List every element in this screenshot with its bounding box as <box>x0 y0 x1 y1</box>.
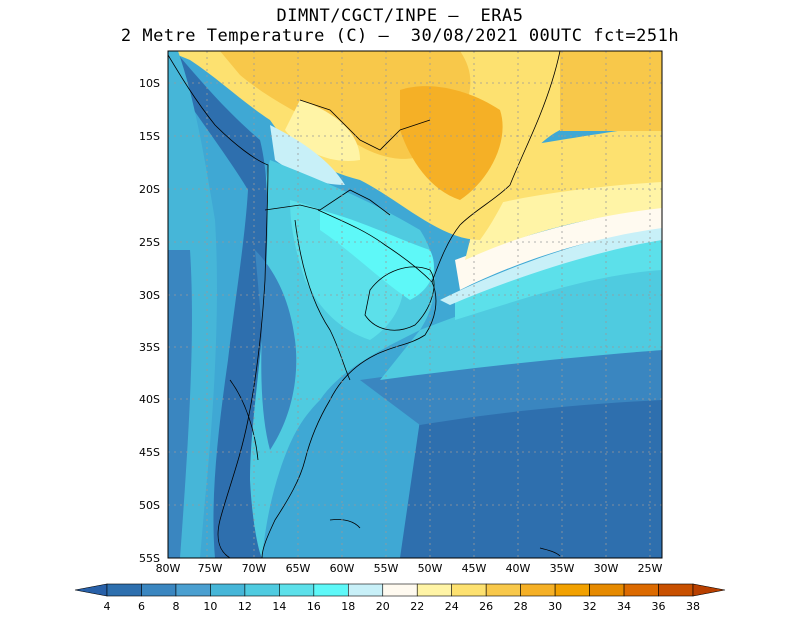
lon-label: 25W <box>638 562 663 575</box>
colorbar-swatch <box>554 583 590 597</box>
lon-label: 75W <box>198 562 223 575</box>
colorbar-tick-label: 28 <box>514 600 528 613</box>
colorbar: 4 6 8 10 12 14 16 18 20 22 24 26 28 30 32 34 36 38 <box>74 583 726 613</box>
graticule <box>168 51 662 558</box>
colorbar-tick-label: 16 <box>307 600 321 613</box>
colorbar-tick-label: 6 <box>138 600 145 613</box>
colorbar-swatch <box>210 583 246 597</box>
map-frame <box>167 50 663 559</box>
lat-label: 50S <box>139 499 160 512</box>
colorbar-tick-label: 22 <box>410 600 424 613</box>
colorbar-tick-label: 10 <box>203 600 217 613</box>
map-title-line2: 2 Metre Temperature (C) – 30/08/2021 00U… <box>120 26 680 46</box>
colorbar-swatch <box>347 583 384 597</box>
colorbar-swatch <box>313 583 349 597</box>
lat-label: 45S <box>139 446 160 459</box>
lon-label: 65W <box>286 562 311 575</box>
colorbar-swatch <box>658 583 694 597</box>
colorbar-tick-label: 30 <box>548 600 562 613</box>
lon-label: 60W <box>330 562 355 575</box>
lat-label: 15S <box>139 130 160 143</box>
colorbar-tick-label: 18 <box>341 600 355 613</box>
colorbar-swatch <box>416 583 453 597</box>
colorbar-tick-label: 14 <box>272 600 286 613</box>
lon-label: 70W <box>242 562 267 575</box>
colorbar-swatch <box>382 583 418 597</box>
colorbar-tick-label: 32 <box>583 600 597 613</box>
colorbar-swatch <box>520 583 556 597</box>
colorbar-swatch <box>244 583 280 597</box>
colorbar-swatch <box>106 583 142 597</box>
lat-label: 30S <box>139 289 160 302</box>
colorbar-low-arrow <box>74 583 108 597</box>
temperature-field <box>168 51 662 558</box>
colorbar-tick-label: 4 <box>104 600 111 613</box>
lon-label: 45W <box>462 562 487 575</box>
colorbar-tick-label: 36 <box>652 600 666 613</box>
colorbar-swatch <box>279 583 315 597</box>
colorbar-swatch <box>141 583 177 597</box>
lon-label: 80W <box>156 562 181 575</box>
latitude-labels: 10S 15S 20S 25S 30S 35S 40S 45S 50S 55S <box>139 77 160 565</box>
lon-label: 55W <box>374 562 399 575</box>
longitude-labels: 80W 75W 70W 65W 60W 55W 50W 45W 40W 35W … <box>156 562 663 575</box>
lon-label: 35W <box>550 562 575 575</box>
colorbar-swatch <box>175 583 211 597</box>
colorbar-tick-label: 24 <box>445 600 459 613</box>
lat-label: 40S <box>139 393 160 406</box>
colorbar-tick-label: 34 <box>617 600 631 613</box>
colorbar-tick-label: 12 <box>238 600 252 613</box>
lat-label: 35S <box>139 341 160 354</box>
map-title-line1: DIMNT/CGCT/INPE – ERA5 <box>276 6 524 26</box>
colorbar-swatch <box>485 583 521 597</box>
lat-label: 25S <box>139 236 160 249</box>
colorbar-high-arrow <box>692 583 726 597</box>
colorbar-swatch <box>623 583 659 597</box>
colorbar-tick-label: 38 <box>686 600 700 613</box>
lat-label: 20S <box>139 183 160 196</box>
lat-label: 10S <box>139 77 160 90</box>
lon-label: 30W <box>594 562 619 575</box>
colorbar-tick-label: 26 <box>479 600 493 613</box>
coastlines <box>168 51 561 558</box>
colorbar-swatch <box>451 583 487 597</box>
colorbar-tick-label: 20 <box>376 600 390 613</box>
lon-label: 50W <box>418 562 443 575</box>
lat-label: 55S <box>139 552 160 565</box>
lon-label: 40W <box>506 562 531 575</box>
colorbar-swatch <box>589 583 625 597</box>
colorbar-tick-label: 8 <box>172 600 179 613</box>
